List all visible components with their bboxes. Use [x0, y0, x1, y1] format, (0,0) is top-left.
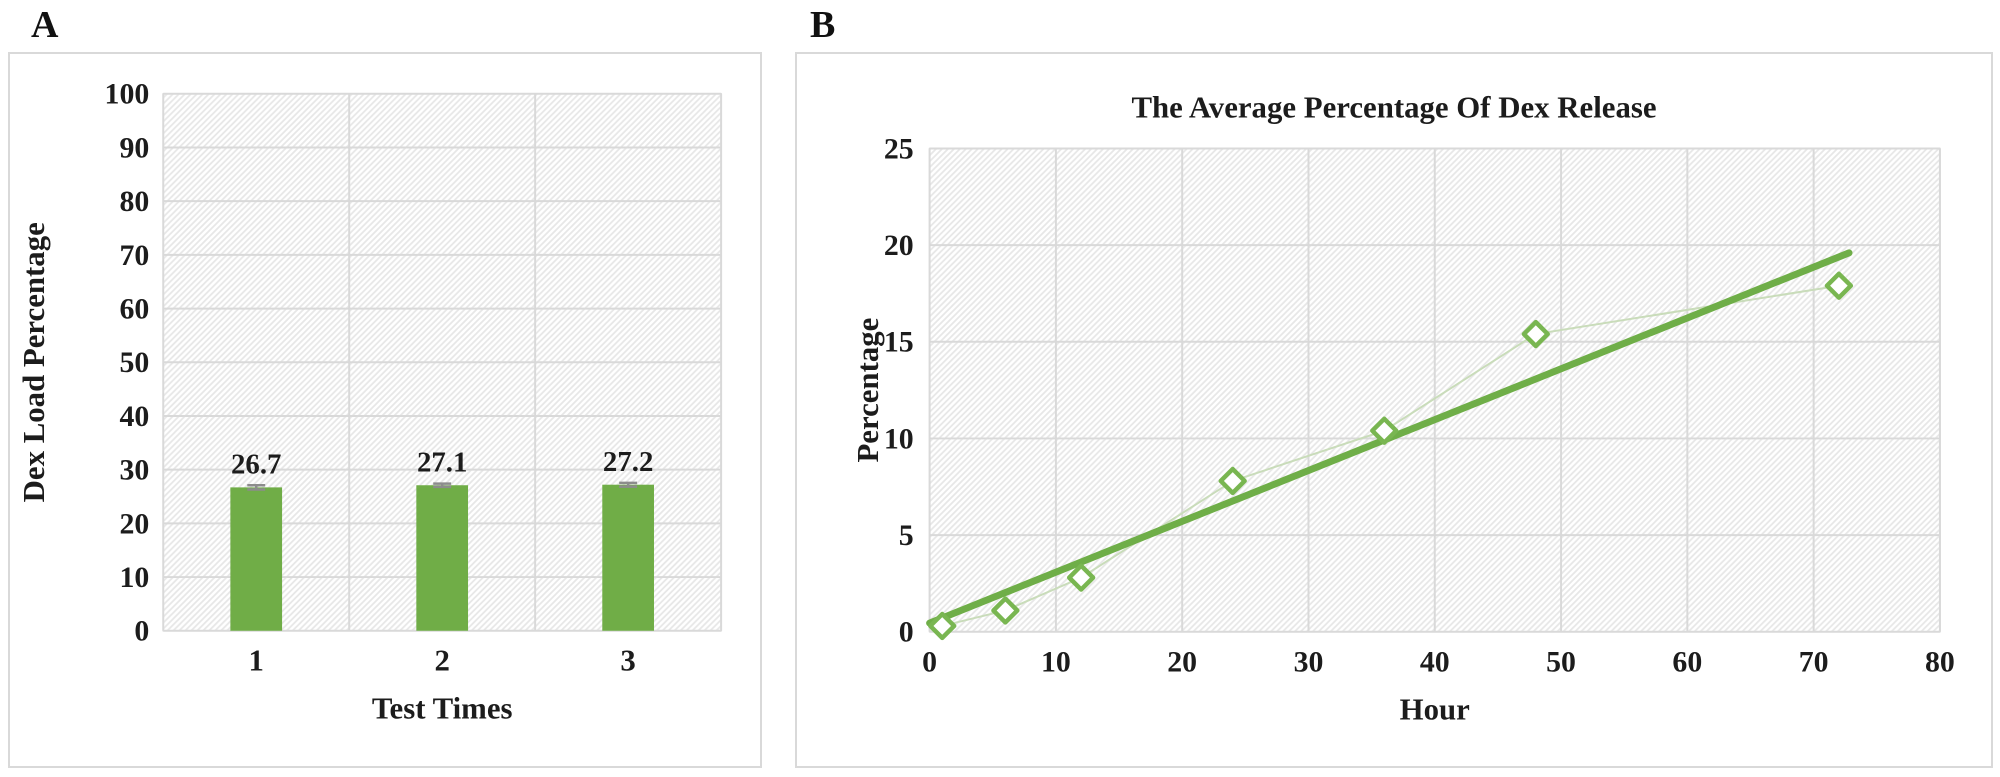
error-bar: [619, 481, 638, 488]
y-tick-label: 100: [105, 78, 150, 111]
y-tick-label: 5: [899, 519, 914, 552]
data-point-marker: [991, 596, 1020, 625]
chart-title: The Average Percentage Of Dex Release: [1131, 91, 1656, 125]
y-tick-label: 50: [119, 346, 149, 379]
x-tick-label: 60: [1672, 646, 1702, 679]
axis-ticks: 0 5 10 15 20 25 0 10 20 30 40 50 60 70 80: [884, 132, 1955, 678]
data-point-marker: [1824, 271, 1854, 300]
panel-a-bar-chart: 0 10 20 30 40 50 60 70 80 90 100 26.7 1 27.1 2 27.2 3 Tes…: [8, 52, 762, 768]
bar-series: 26.7 1 27.1 2 27.2 3: [230, 446, 654, 678]
panel-b-release-chart: The Average Percentage Of Dex Release 0 5 1…: [795, 52, 1993, 768]
y-tick-label: 25: [884, 132, 914, 165]
error-bar: [247, 483, 266, 491]
data-point-marker: [1218, 466, 1247, 496]
y-tick-label: 0: [899, 616, 914, 649]
y-tick-label: 70: [119, 239, 149, 272]
data-point-marker: [928, 611, 957, 641]
y-tick-label: 80: [119, 185, 149, 218]
dex-release-line-chart: The Average Percentage Of Dex Release 0 5 1…: [851, 91, 1955, 727]
y-tick-label: 40: [119, 400, 149, 433]
y-axis-title: Dex Load Percentage: [17, 222, 51, 502]
x-axis-title: Hour: [1400, 692, 1471, 726]
dex-load-bar-chart: 0 10 20 30 40 50 60 70 80 90 100 26.7 1 27.1 2 27.2 3 Tes…: [17, 78, 723, 725]
bar: [602, 484, 654, 631]
x-tick-label: 10: [1041, 646, 1071, 679]
x-axis-title: Test Times: [372, 691, 513, 725]
y-axis-ticks: 0 10 20 30 40 50 60 70 80 90 100: [105, 78, 150, 648]
error-bar: [433, 482, 452, 489]
x-tick-label: 30: [1294, 646, 1324, 679]
x-tick-label: 80: [1925, 646, 1955, 679]
data-point-marker: [1370, 416, 1399, 445]
panel-b-label: B: [810, 4, 836, 46]
x-tick-label: 20: [1167, 646, 1197, 679]
y-axis-title: Percentage: [851, 318, 885, 463]
x-tick-label: 40: [1420, 646, 1450, 679]
y-tick-label: 10: [884, 422, 914, 455]
bar-value-label: 27.1: [417, 446, 467, 478]
y-tick-label: 30: [119, 454, 149, 487]
bar: [230, 487, 283, 631]
x-tick-label: 0: [922, 646, 937, 679]
y-tick-label: 15: [884, 326, 914, 359]
y-tick-label: 90: [119, 131, 149, 164]
x-tick-label: 70: [1799, 646, 1829, 679]
gridlines: [928, 147, 1941, 633]
bar-value-label: 27.2: [603, 446, 653, 478]
panel-a-label: A: [31, 4, 59, 46]
y-tick-label: 20: [884, 229, 914, 262]
x-category-label: 3: [620, 644, 635, 678]
data-point-markers: [928, 271, 1854, 641]
x-category-label: 1: [249, 644, 264, 678]
data-point-marker: [1521, 319, 1550, 349]
y-tick-label: 0: [134, 615, 149, 648]
x-tick-label: 50: [1546, 646, 1576, 679]
x-category-label: 2: [434, 644, 449, 678]
y-tick-label: 60: [119, 293, 149, 326]
y-tick-label: 10: [119, 561, 149, 594]
data-point-marker: [1066, 563, 1096, 592]
bar: [416, 485, 469, 631]
bar-value-label: 26.7: [231, 448, 281, 480]
y-tick-label: 20: [119, 507, 149, 540]
